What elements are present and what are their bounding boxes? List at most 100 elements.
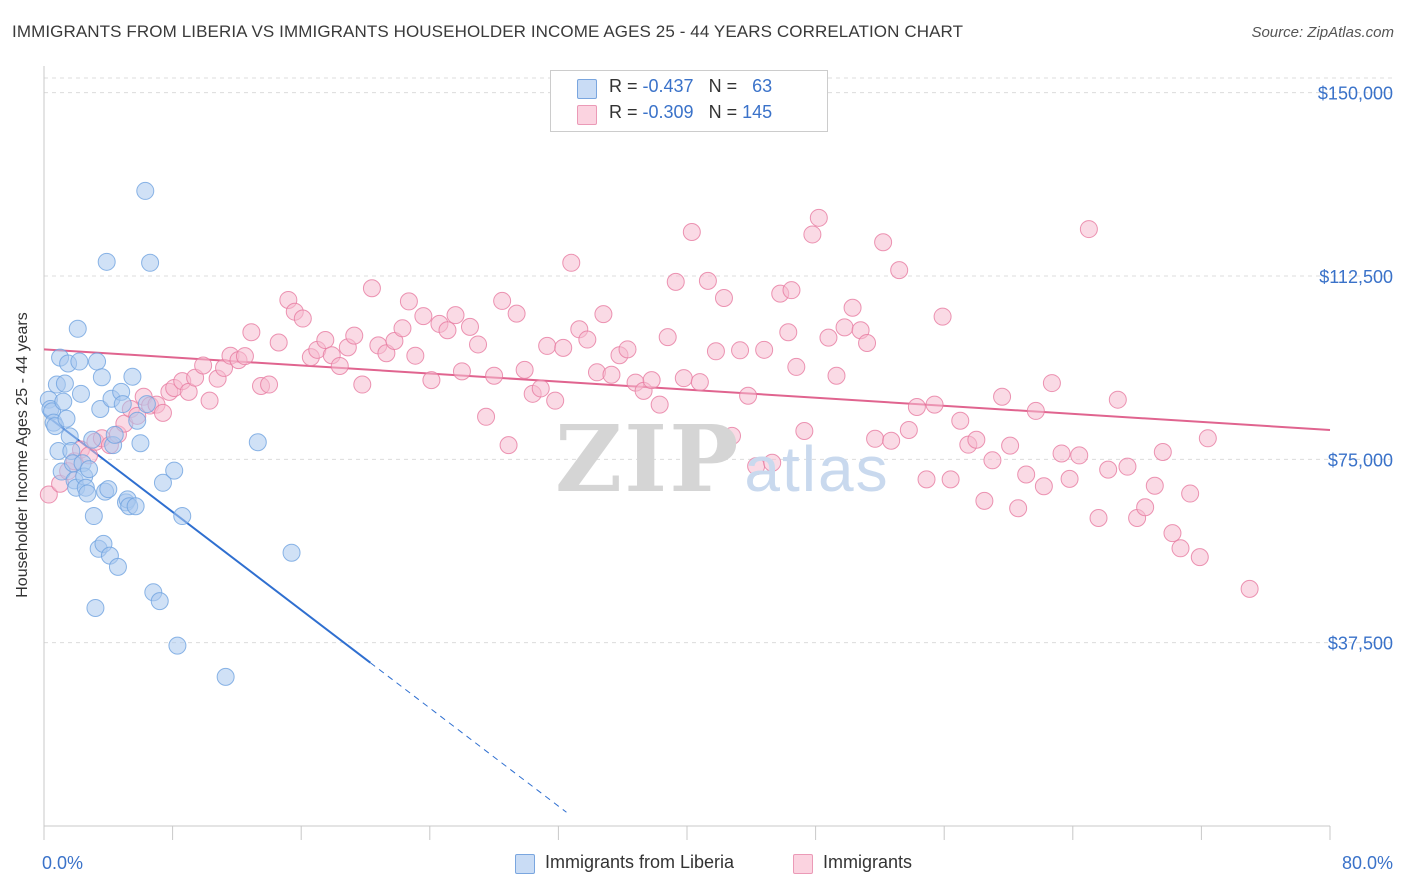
point-immigrants bbox=[1009, 499, 1028, 518]
point-immigrants bbox=[507, 304, 526, 323]
point-liberia bbox=[78, 484, 97, 503]
legend-n-value: 63 bbox=[752, 76, 773, 96]
point-immigrants bbox=[682, 223, 701, 241]
legend-r-value: -0.309 bbox=[642, 102, 694, 122]
point-immigrants bbox=[1190, 548, 1209, 567]
point-immigrants bbox=[446, 306, 465, 325]
point-liberia bbox=[70, 352, 89, 371]
trend-line-liberia bbox=[43, 413, 371, 664]
point-immigrants bbox=[809, 208, 828, 227]
point-immigrants bbox=[399, 292, 418, 311]
point-immigrants bbox=[666, 272, 685, 291]
point-immigrants bbox=[993, 387, 1012, 406]
point-immigrants bbox=[1099, 460, 1118, 479]
stats-legend: R = -0.437 N = 63 R = -0.309 N = 145 bbox=[550, 70, 828, 132]
point-immigrants bbox=[293, 309, 312, 328]
point-immigrants bbox=[1060, 469, 1079, 488]
point-immigrants bbox=[1017, 465, 1036, 484]
point-immigrants bbox=[650, 395, 669, 414]
point-immigrants bbox=[755, 340, 774, 359]
point-immigrants bbox=[578, 330, 597, 349]
point-immigrants bbox=[594, 305, 613, 324]
point-liberia bbox=[128, 411, 147, 430]
point-immigrants bbox=[1108, 390, 1127, 409]
point-immigrants bbox=[642, 371, 661, 390]
legend-swatch-immigrants bbox=[577, 105, 597, 125]
point-immigrants bbox=[925, 395, 944, 414]
point-immigrants bbox=[1145, 476, 1164, 495]
point-immigrants bbox=[835, 318, 854, 337]
legend-n-value: 145 bbox=[742, 102, 773, 122]
point-liberia bbox=[57, 409, 76, 428]
point-immigrants bbox=[874, 233, 893, 252]
point-immigrants bbox=[618, 340, 637, 359]
point-liberia bbox=[91, 399, 110, 418]
point-immigrants bbox=[485, 366, 504, 385]
point-immigrants bbox=[1136, 498, 1155, 517]
point-immigrants bbox=[1001, 436, 1020, 455]
point-immigrants bbox=[153, 403, 172, 422]
point-immigrants bbox=[951, 411, 970, 430]
point-immigrants bbox=[1118, 457, 1137, 476]
point-immigrants bbox=[422, 371, 441, 390]
point-liberia bbox=[84, 507, 103, 526]
point-immigrants bbox=[39, 485, 58, 504]
point-immigrants bbox=[714, 289, 733, 307]
point-immigrants bbox=[1240, 579, 1259, 598]
point-immigrants bbox=[460, 317, 479, 336]
point-immigrants bbox=[1198, 429, 1217, 448]
bottom-legend-swatch-liberia bbox=[515, 854, 535, 874]
point-immigrants bbox=[819, 328, 838, 347]
chart-title: IMMIGRANTS FROM LIBERIA VS IMMIGRANTS HO… bbox=[12, 22, 964, 41]
point-immigrants bbox=[698, 271, 717, 290]
point-immigrants bbox=[917, 470, 936, 489]
point-immigrants bbox=[477, 407, 496, 426]
legend-text-liberia: R = -0.437 N = 63 bbox=[609, 76, 772, 97]
point-liberia bbox=[113, 395, 132, 414]
point-liberia bbox=[173, 507, 192, 526]
point-liberia bbox=[97, 252, 116, 271]
point-immigrants bbox=[1079, 220, 1098, 239]
point-immigrants bbox=[538, 336, 557, 355]
point-immigrants bbox=[316, 331, 335, 350]
point-immigrants bbox=[330, 356, 349, 375]
point-immigrants bbox=[779, 323, 798, 342]
point-immigrants bbox=[493, 291, 512, 310]
point-liberia bbox=[99, 480, 118, 499]
data-points bbox=[39, 181, 1259, 686]
point-liberia bbox=[55, 374, 74, 393]
point-immigrants bbox=[933, 307, 952, 326]
point-immigrants bbox=[499, 436, 518, 455]
point-immigrants bbox=[194, 356, 213, 375]
point-immigrants bbox=[531, 379, 550, 398]
point-immigrants bbox=[385, 332, 404, 351]
point-immigrants bbox=[393, 319, 412, 338]
point-immigrants bbox=[899, 421, 918, 439]
point-immigrants bbox=[763, 453, 782, 472]
point-liberia bbox=[68, 319, 87, 338]
point-immigrants bbox=[242, 323, 261, 342]
point-immigrants bbox=[674, 369, 693, 388]
point-immigrants bbox=[866, 429, 885, 448]
source-label: Source: ZipAtlas.com bbox=[1251, 24, 1394, 41]
point-immigrants bbox=[200, 391, 219, 410]
point-immigrants bbox=[827, 366, 846, 385]
point-immigrants bbox=[658, 328, 677, 347]
trend-line-liberia-extension bbox=[370, 662, 567, 813]
point-immigrants bbox=[967, 430, 986, 449]
point-immigrants bbox=[345, 326, 364, 345]
point-liberia bbox=[80, 460, 99, 479]
point-immigrants bbox=[706, 342, 725, 361]
point-immigrants bbox=[858, 333, 877, 352]
point-immigrants bbox=[1153, 443, 1172, 461]
point-immigrants bbox=[723, 426, 742, 445]
point-immigrants bbox=[1163, 524, 1182, 543]
legend-text-immigrants: R = -0.309 N = 145 bbox=[609, 102, 772, 123]
y-tick-label: $37,500 bbox=[1328, 634, 1393, 654]
y-tick-label: $150,000 bbox=[1318, 84, 1393, 104]
point-immigrants bbox=[452, 362, 471, 381]
point-liberia bbox=[108, 557, 127, 576]
point-liberia bbox=[105, 425, 124, 444]
point-immigrants bbox=[782, 281, 801, 300]
